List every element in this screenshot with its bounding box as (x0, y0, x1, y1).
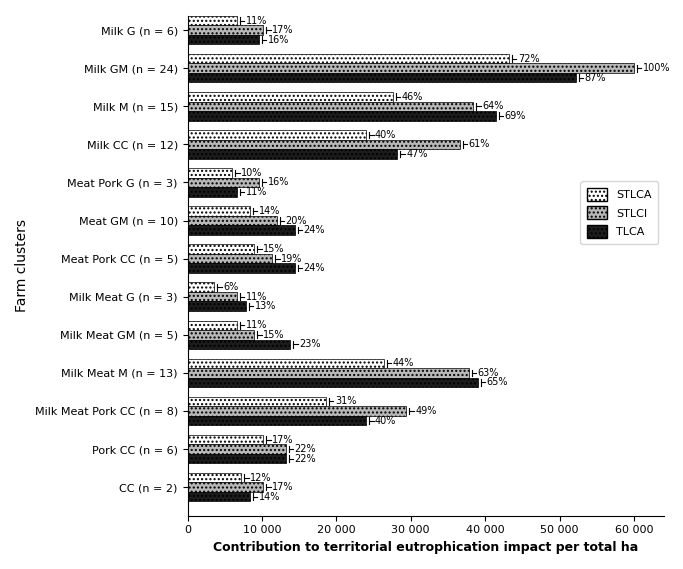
Text: 40%: 40% (375, 415, 396, 426)
Text: 23%: 23% (299, 339, 320, 349)
Bar (188, 139, 460, 149)
Text: 22%: 22% (294, 444, 316, 454)
Text: 17%: 17% (273, 25, 294, 35)
Bar (188, 330, 255, 340)
Bar (188, 454, 285, 463)
Bar (188, 492, 250, 501)
Bar (188, 473, 241, 483)
Text: 44%: 44% (393, 358, 414, 368)
Bar (188, 149, 398, 159)
Legend: STLCA, STLCI, TLCA: STLCA, STLCI, TLCA (581, 182, 658, 244)
Text: 19%: 19% (281, 254, 303, 263)
Bar (188, 444, 285, 454)
Bar (188, 254, 273, 263)
Text: 72%: 72% (518, 53, 540, 64)
Text: 22%: 22% (294, 453, 316, 464)
Bar (188, 368, 469, 378)
Bar (188, 225, 294, 235)
Text: 64%: 64% (482, 101, 503, 112)
Text: 10%: 10% (241, 168, 262, 178)
Bar (188, 320, 236, 330)
Bar (188, 207, 250, 216)
Text: 46%: 46% (402, 92, 423, 102)
Bar (188, 178, 259, 187)
Text: 61%: 61% (469, 139, 490, 150)
Bar (188, 292, 236, 302)
Bar (188, 416, 366, 425)
Text: 24%: 24% (303, 263, 325, 273)
Bar (188, 244, 255, 254)
Bar (188, 16, 236, 26)
Text: 87%: 87% (585, 73, 607, 83)
Text: 24%: 24% (303, 225, 325, 235)
Bar (188, 130, 366, 139)
Bar (188, 302, 246, 311)
Bar (188, 282, 214, 292)
Text: 17%: 17% (273, 482, 294, 492)
Text: 17%: 17% (273, 435, 294, 444)
Bar (188, 378, 477, 387)
Text: 100%: 100% (643, 63, 670, 73)
Text: 11%: 11% (246, 15, 267, 26)
Text: 11%: 11% (246, 187, 267, 197)
Text: 15%: 15% (264, 330, 285, 340)
Text: 6%: 6% (223, 282, 238, 292)
Text: 15%: 15% (264, 244, 285, 254)
Text: 20%: 20% (285, 216, 307, 225)
Bar (188, 168, 232, 178)
Bar (188, 101, 473, 111)
X-axis label: Contribution to territorial eutrophication impact per total ha: Contribution to territorial eutrophicati… (213, 541, 638, 554)
Bar (188, 73, 576, 83)
Text: 14%: 14% (259, 206, 280, 216)
Bar (188, 483, 264, 492)
Text: 40%: 40% (375, 130, 396, 140)
Bar (188, 340, 290, 349)
Y-axis label: Farm clusters: Farm clusters (15, 219, 29, 312)
Text: 16%: 16% (268, 178, 289, 187)
Text: 65%: 65% (486, 377, 508, 387)
Text: 12%: 12% (250, 473, 272, 483)
Text: 11%: 11% (246, 320, 267, 330)
Bar (188, 26, 264, 35)
Bar (188, 111, 496, 121)
Bar (188, 54, 509, 63)
Bar (188, 397, 326, 406)
Bar (188, 216, 277, 225)
Bar (188, 435, 264, 444)
Text: 47%: 47% (406, 149, 428, 159)
Bar (188, 187, 236, 197)
Text: 13%: 13% (255, 301, 276, 311)
Bar (188, 92, 393, 101)
Text: 69%: 69% (505, 111, 526, 121)
Bar (188, 63, 634, 73)
Bar (188, 406, 406, 416)
Bar (188, 35, 259, 44)
Text: 49%: 49% (415, 406, 436, 416)
Text: 11%: 11% (246, 292, 267, 302)
Text: 16%: 16% (268, 35, 289, 44)
Text: 63%: 63% (477, 368, 499, 378)
Text: 14%: 14% (259, 492, 280, 502)
Text: 31%: 31% (335, 397, 357, 406)
Bar (188, 358, 384, 368)
Bar (188, 263, 294, 273)
